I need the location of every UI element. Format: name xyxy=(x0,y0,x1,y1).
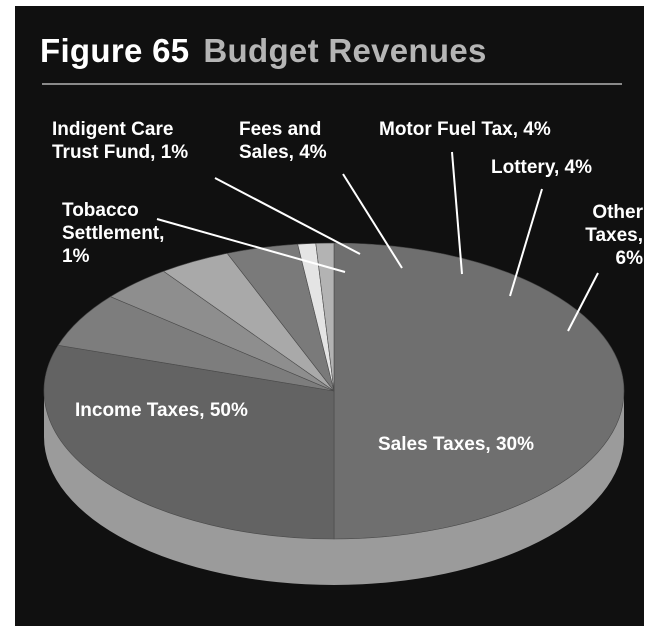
pie-slice-sales-taxes xyxy=(43,344,335,540)
slice-label-line: Indigent Care xyxy=(52,119,173,140)
slice-label-motor-fuel-tax: Motor Fuel Tax, 4% xyxy=(379,119,551,140)
pie-side-edge xyxy=(44,391,624,585)
pie-slice-income-taxes xyxy=(333,242,625,540)
pie-side-band xyxy=(44,391,624,585)
slice-label-indigent-care-trust-fund: Indigent Care Trust Fund, 1% xyxy=(52,119,188,163)
title-divider xyxy=(42,83,622,85)
pie-chart: Income Taxes, 50% Sales Taxes, 30% Other Ta… xyxy=(43,119,644,585)
slice-label-line: Fees and xyxy=(239,119,321,140)
slice-label-line: 1% xyxy=(62,246,90,267)
slice-label-income-taxes: Income Taxes, 50% xyxy=(75,400,248,421)
slice-label-line: Taxes, xyxy=(585,225,643,246)
leader-line-fees-and-sales xyxy=(342,173,403,269)
leader-line-indigent-care-trust-fund xyxy=(214,177,361,255)
pie-slice-tobacco-settlement xyxy=(315,242,335,392)
leader-line-other-taxes xyxy=(567,272,599,332)
slice-label-other-taxes: Other Taxes, 6% xyxy=(585,202,643,269)
leader-line-motor-fuel-tax xyxy=(451,151,463,275)
leader-line-lottery xyxy=(509,188,543,297)
slice-label-line: Settlement, xyxy=(62,223,164,244)
slice-label-fees-and-sales: Fees and Sales, 4% xyxy=(239,119,327,163)
slice-label-line: 6% xyxy=(616,248,644,269)
slice-label-line: Trust Fund, 1% xyxy=(52,142,188,163)
leader-line-tobacco-settlement xyxy=(156,218,346,273)
slice-label-line: Motor Fuel Tax, 4% xyxy=(379,119,551,140)
slice-label-line: Lottery, 4% xyxy=(491,157,592,178)
pie-slices xyxy=(43,242,625,540)
pie-leader-lines xyxy=(156,151,599,332)
chart-figure: Figure 65 Budget Revenues Income Taxes, 5… xyxy=(15,6,644,626)
chart-title: Figure 65 Budget Revenues xyxy=(40,32,487,70)
slice-label-line: Tobacco xyxy=(62,200,139,221)
slice-label-line: Other xyxy=(592,202,643,223)
pie-labels: Income Taxes, 50% Sales Taxes, 30% Other Ta… xyxy=(52,119,644,455)
slice-label-line: Income Taxes, 50% xyxy=(75,400,248,421)
slice-label-line: Sales, 4% xyxy=(239,142,327,163)
slice-label-tobacco-settlement: Tobacco Settlement, 1% xyxy=(62,200,164,267)
slice-label-sales-taxes: Sales Taxes, 30% xyxy=(378,434,534,455)
figure-number: Figure 65 xyxy=(40,32,190,69)
figure-name: Budget Revenues xyxy=(203,32,487,69)
slice-label-line: Sales Taxes, 30% xyxy=(378,434,534,455)
slice-label-lottery: Lottery, 4% xyxy=(491,157,592,178)
